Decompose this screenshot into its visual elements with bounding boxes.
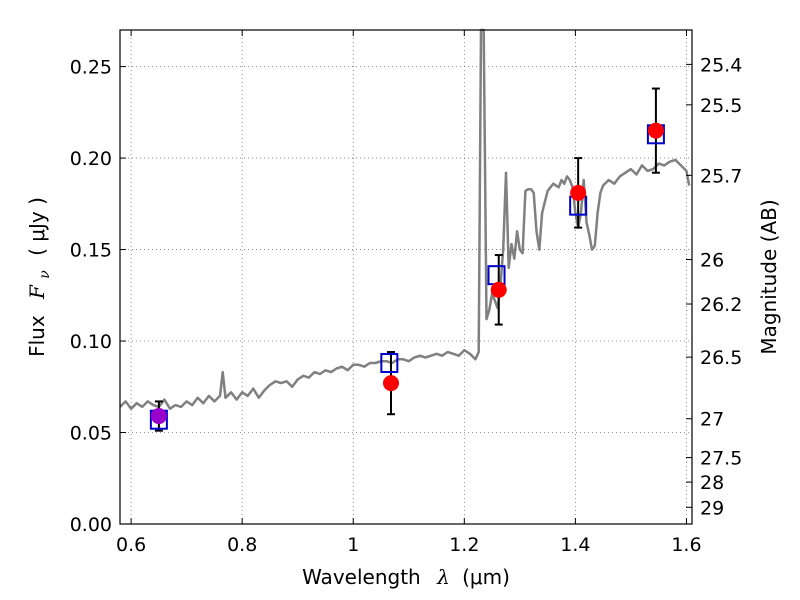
- y-tick-label: 0.25: [70, 57, 112, 79]
- magnitude-tick-label: 25.7: [700, 165, 742, 187]
- magnitude-tick-label: 29: [700, 497, 724, 519]
- observation-point: [570, 184, 587, 201]
- filter-band-layer: [149, 124, 665, 430]
- observation-point: [490, 281, 507, 298]
- axis-ticks: [120, 30, 692, 525]
- x-axis-symbol: λ: [436, 565, 450, 589]
- magnitude-tick-label: 27: [700, 409, 724, 431]
- magnitude-tick-label: 26: [700, 250, 724, 272]
- magnitude-tick-label: 26.5: [700, 347, 742, 369]
- y-axis-label: Flux: [25, 315, 49, 357]
- observation-layer: [150, 122, 664, 425]
- y-tick-label: 0.20: [70, 148, 112, 170]
- y-axis-subscript: ν: [37, 270, 53, 279]
- model-spectrum-line: [119, 28, 691, 410]
- y-tick-label: 0.10: [70, 331, 112, 353]
- x-tick-label: 1: [347, 534, 359, 556]
- x-axis-label: Wavelength: [302, 565, 421, 589]
- grid-lines: [120, 30, 692, 525]
- magnitude-tick-label: 25.5: [700, 95, 742, 117]
- magnitude-tick-label: 25.4: [700, 54, 742, 76]
- magnitude-tick-label: 27.5: [700, 448, 742, 470]
- y-axis-unit: ( μJy ): [25, 197, 49, 256]
- y-tick-label: 0.05: [70, 423, 112, 445]
- x-tick-label: 1.4: [560, 534, 590, 556]
- x-tick-label: 0.6: [116, 534, 146, 556]
- x-tick-label: 0.8: [227, 534, 257, 556]
- x-tick-label: 1.6: [671, 534, 701, 556]
- observation-point: [150, 408, 167, 425]
- magnitude-axis-title: Magnitude (AB): [757, 199, 781, 354]
- x-axis-title: Wavelength λ (μm): [302, 565, 510, 589]
- model-spectrum-layer: [119, 28, 691, 410]
- error-bar-layer: [154, 87, 660, 432]
- observation-point: [383, 375, 400, 392]
- y-tick-label: 0.15: [70, 240, 112, 262]
- x-axis-unit: (μm): [462, 565, 510, 589]
- magnitude-tick-label: 28: [700, 472, 724, 494]
- observation-point: [647, 122, 664, 139]
- x-tick-label: 1.2: [449, 534, 479, 556]
- y-tick-label: 0.00: [70, 514, 112, 536]
- tick-labels: 0.6 0.8 1 1.2 1.4 1.6 0.00 0.05 0.10 0.15 0.20 0.25…: [70, 54, 743, 556]
- y-axis-title: Flux F ν ( μJy ): [25, 197, 54, 357]
- plot-frame: [119, 29, 693, 525]
- magnitude-tick-label: 26.2: [700, 294, 742, 316]
- y-axis-symbol: F: [25, 284, 49, 300]
- filter-band-marker: [380, 352, 399, 373]
